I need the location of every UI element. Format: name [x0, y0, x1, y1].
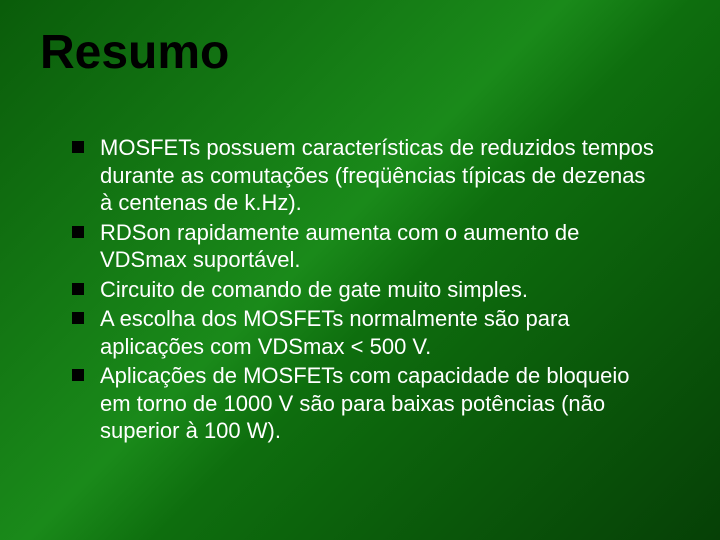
list-item: Aplicações de MOSFETs com capacidade de …: [100, 362, 660, 445]
square-bullet-icon: [72, 141, 84, 153]
list-item-text: Circuito de comando de gate muito simple…: [100, 277, 528, 302]
slide-title: Resumo: [40, 28, 680, 78]
list-item: Circuito de comando de gate muito simple…: [100, 276, 660, 304]
slide-container: Resumo MOSFETs possuem características d…: [0, 0, 720, 540]
square-bullet-icon: [72, 283, 84, 295]
bullet-list: MOSFETs possuem características de reduz…: [40, 134, 680, 445]
square-bullet-icon: [72, 226, 84, 238]
square-bullet-icon: [72, 312, 84, 324]
list-item: RDSon rapidamente aumenta com o aumento …: [100, 219, 660, 274]
list-item-text: A escolha dos MOSFETs normalmente são pa…: [100, 306, 570, 359]
list-item-text: RDSon rapidamente aumenta com o aumento …: [100, 220, 579, 273]
list-item-text: Aplicações de MOSFETs com capacidade de …: [100, 363, 630, 443]
square-bullet-icon: [72, 369, 84, 381]
list-item: A escolha dos MOSFETs normalmente são pa…: [100, 305, 660, 360]
list-item: MOSFETs possuem características de reduz…: [100, 134, 660, 217]
list-item-text: MOSFETs possuem características de reduz…: [100, 135, 654, 215]
